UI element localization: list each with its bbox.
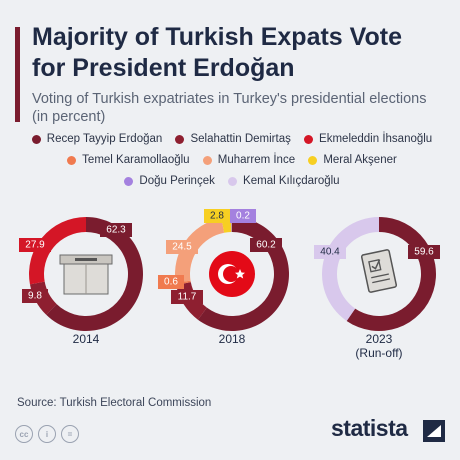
data-label: 60.2 — [256, 240, 276, 251]
data-label-bg — [250, 238, 282, 252]
legend-label: Meral Akşener — [323, 154, 397, 166]
legend-swatch — [308, 156, 318, 165]
data-label: 0.2 — [236, 211, 250, 222]
data-label: 24.5 — [172, 242, 192, 253]
data-label-bg — [230, 209, 256, 223]
data-label: 59.6 — [414, 247, 434, 258]
page-subtitle: Voting of Turkish expatriates in Turkey'… — [32, 91, 427, 125]
donut-2018: 2018 60.2 11.70.6 24.5 2.8 0.2 — [158, 209, 290, 346]
legend-label: Doğu Perinçek — [139, 175, 215, 187]
attribution-icon[interactable]: i — [38, 425, 56, 443]
donut-2023-labels: 59.6 40.4 — [314, 245, 440, 259]
legend-row: Recep Tayyip Erdoğan Selahattin Demirtaş… — [12, 130, 452, 151]
data-label-bg — [204, 209, 230, 223]
legend-item: Temel Karamollaoğlu — [67, 151, 190, 170]
legend-label: Kemal Kılıçdaroğlu — [243, 175, 340, 187]
legend-swatch — [228, 177, 238, 186]
ballot-paper-icon — [360, 249, 398, 293]
data-label-bg — [314, 245, 346, 259]
legend: Recep Tayyip Erdoğan Selahattin Demirtaş… — [12, 130, 452, 193]
legend-item: Selahattin Demirtaş — [175, 130, 291, 149]
data-label: 62.3 — [106, 225, 126, 236]
donut-charts: 2014 62.3 9.8 27.9 2018 60.2 11.70.6 24.5 2.8… — [19, 209, 440, 360]
donut-slice — [322, 217, 379, 321]
turkish-flag-icon — [209, 251, 255, 297]
donut-2023: 2023 (Run-off) 59.6 40.4 — [314, 217, 440, 360]
legend-row: Temel Karamollaoğlu Muharrem İnce Meral … — [12, 151, 452, 172]
legend-swatch — [31, 135, 41, 144]
accent-bar — [15, 27, 20, 122]
data-label-bg — [171, 290, 203, 304]
no-derivatives-icon[interactable]: = — [61, 425, 79, 443]
donut-2018-labels: 60.2 11.70.6 24.5 2.8 0.2 — [158, 209, 282, 304]
year-label: 2014 — [73, 332, 100, 346]
data-label-bg — [100, 223, 132, 237]
data-label-bg — [166, 240, 198, 254]
source-note: Source: Turkish Electoral Commission — [17, 397, 212, 409]
data-label: 0.6 — [164, 277, 178, 288]
legend-item: Doğu Perinçek — [124, 172, 215, 191]
statista-mark-icon — [423, 420, 445, 442]
legend-item: Muharrem İnce — [202, 151, 296, 170]
legend-swatch — [304, 135, 314, 144]
year-label: 2023 — [366, 332, 393, 346]
donut-slice — [28, 217, 86, 285]
donut-slice — [175, 218, 225, 283]
legend-swatch — [124, 177, 134, 186]
legend-item: Ekmeleddin İhsanoğlu — [304, 130, 432, 149]
ballot-box-icon — [59, 254, 113, 295]
legend-swatch — [175, 135, 185, 144]
legend-item: Recep Tayyip Erdoğan — [31, 130, 163, 149]
data-label-bg — [22, 289, 48, 303]
legend-item: Kemal Kılıçdaroğlu — [228, 172, 340, 191]
legend-label: Temel Karamollaoğlu — [82, 154, 190, 166]
legend-label: Muharrem İnce — [217, 154, 296, 166]
legend-label: Selahattin Demirtaş — [190, 133, 291, 145]
legend-label: Ekmeleddin İhsanoğlu — [319, 133, 433, 145]
donut-2014: 2014 62.3 9.8 27.9 — [19, 217, 144, 346]
legend-item: Meral Akşener — [308, 151, 397, 170]
legend-swatch — [67, 156, 77, 165]
data-label: 9.8 — [28, 291, 42, 302]
data-label: 27.9 — [25, 240, 45, 251]
donut-2014-labels: 62.3 9.8 27.9 — [19, 223, 132, 303]
year-note: (Run-off) — [355, 346, 402, 360]
data-label-bg — [408, 245, 440, 259]
year-label: 2018 — [219, 332, 246, 346]
data-label-bg — [158, 275, 184, 289]
data-label-bg — [19, 238, 51, 252]
data-label: 40.4 — [320, 247, 340, 258]
cc-icon[interactable]: cc — [15, 425, 33, 443]
data-label: 11.7 — [178, 292, 197, 303]
legend-swatch — [202, 156, 212, 165]
page-title: Majority of Turkish Expats Vote for Pres… — [32, 23, 402, 82]
legend-row: Doğu Perinçek Kemal Kılıçdaroğlu — [12, 172, 452, 193]
data-label: 2.8 — [210, 211, 224, 222]
license-icons: cc i = — [15, 425, 79, 443]
legend-label: Recep Tayyip Erdoğan — [46, 133, 163, 145]
brand-logo[interactable]: statista — [331, 415, 408, 441]
donut-slice — [46, 217, 144, 331]
